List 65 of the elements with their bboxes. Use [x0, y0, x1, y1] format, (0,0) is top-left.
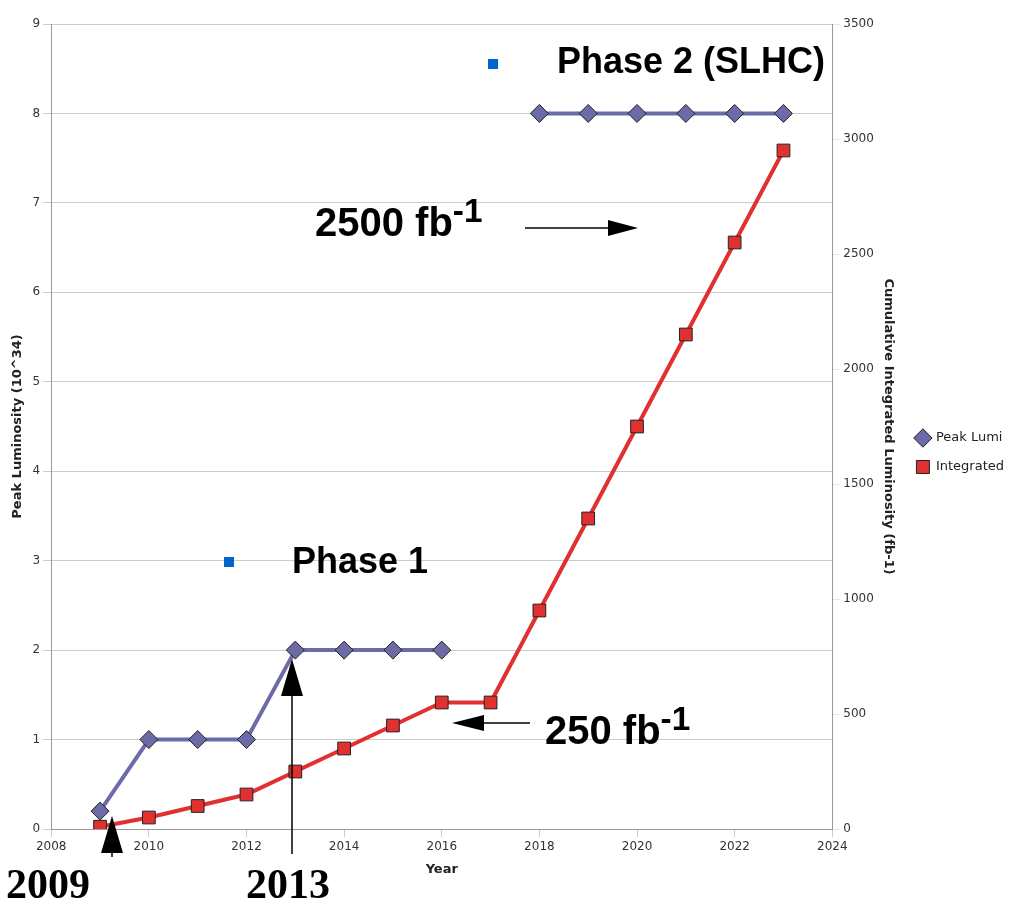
point: [581, 511, 596, 526]
point: [676, 103, 696, 123]
point: [190, 799, 205, 813]
point: [90, 801, 110, 821]
x-tick-label: 2016: [426, 839, 458, 854]
y2-tick-label: 2500: [843, 246, 874, 261]
x-tick-label: 2012: [231, 839, 262, 854]
point: [432, 640, 452, 660]
point: [773, 103, 793, 123]
y-tick-label: 7: [32, 195, 41, 210]
annotation: Phase 2 (SLHC): [557, 40, 826, 82]
y-tick-label: 3: [32, 552, 41, 567]
y2-tick-label: 3500: [843, 16, 874, 31]
x-tick-label: 2022: [719, 839, 750, 854]
y2-tick-label: 1500: [843, 476, 874, 491]
point: [630, 419, 644, 434]
point: [337, 741, 351, 756]
y2-tick-label: 2000: [843, 361, 874, 376]
point: [776, 143, 791, 158]
x-tick-label: 2024: [817, 839, 848, 854]
text: 2013: [246, 860, 330, 908]
point: [386, 718, 400, 733]
point: [627, 103, 647, 123]
legend-label: Integrated: [935, 458, 1005, 474]
y-tick-label: 2: [32, 642, 41, 657]
point: [188, 730, 208, 750]
point: [142, 810, 156, 825]
y-tick-label: 8: [32, 105, 41, 120]
legend-label: Peak Lumi: [935, 429, 1003, 445]
y-tick-label: 5: [32, 373, 41, 388]
point: [727, 235, 742, 250]
x-tick-label: 2020: [621, 839, 653, 854]
y2-tick-label: 1000: [843, 591, 874, 606]
point: [483, 695, 498, 710]
y-axis-title: Peak Luminosity (10^34): [9, 334, 25, 519]
point: [434, 695, 449, 710]
y-tick-label: 6: [32, 284, 41, 299]
annotation: Phase 1: [292, 540, 429, 582]
y2-tick-label: 0: [843, 821, 851, 836]
point: [334, 640, 354, 660]
point: [578, 103, 598, 123]
y2-tick-label: 500: [843, 706, 867, 721]
y-tick-label: 1: [32, 731, 41, 746]
point: [139, 730, 159, 750]
point: [725, 103, 745, 123]
annotation: 250 fb$^{-1}$: [545, 700, 691, 754]
annotation: 2500 fb$^{-1}$: [315, 192, 483, 246]
point: [529, 103, 549, 123]
point: [239, 787, 254, 802]
y-tick-label: 4: [32, 463, 41, 478]
point: [532, 603, 547, 618]
x-tick-label: 2010: [133, 839, 165, 854]
x-tick-label: 2008: [35, 839, 67, 854]
x-tick-label: 2014: [328, 839, 360, 854]
x-tick-label: 2018: [524, 839, 555, 854]
point: [678, 327, 693, 342]
x-axis-title: Year: [424, 860, 459, 876]
y2-tick-label: 3000: [843, 131, 874, 146]
point: [237, 730, 256, 750]
point: [285, 640, 305, 660]
y-tick-label: 0: [32, 821, 41, 836]
y2-axis-title: Cumulative Integrated Luminosity (fb-1): [882, 278, 898, 575]
point: [383, 640, 403, 660]
y-tick-label: 9: [32, 16, 41, 31]
text: 2009: [6, 860, 90, 908]
